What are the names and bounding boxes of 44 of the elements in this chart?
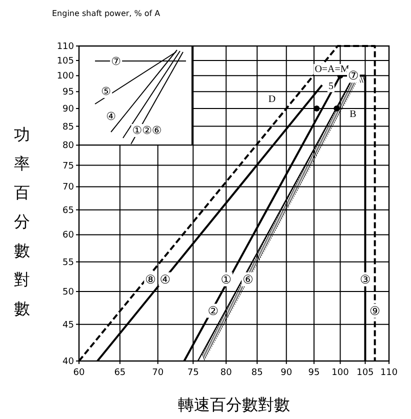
y-tick-label: 65 — [62, 206, 74, 216]
annotation: D — [268, 94, 276, 105]
y-tick-label: 55 — [62, 258, 74, 268]
y-tick-label: 95 — [62, 88, 74, 98]
annotation: 5 — [328, 81, 334, 92]
x-tick-label: 100 — [332, 368, 350, 378]
x-tick-label: 85 — [251, 368, 263, 378]
y-tick-label: 60 — [62, 230, 74, 241]
y-tick-label: 90 — [62, 104, 74, 114]
x-tick-label: 110 — [380, 368, 398, 378]
y-tick-label: 110 — [56, 42, 74, 52]
y-tick-label: 105 — [56, 56, 74, 66]
annotation: ⑥ — [242, 272, 254, 286]
annotation: ④ — [160, 272, 170, 286]
x-axis-title: 轉速百分數對數 — [178, 395, 290, 414]
x-tick-label: 95 — [308, 368, 320, 378]
annotation: ⑤ — [101, 85, 112, 98]
annotation: ①②⑥ — [132, 124, 162, 137]
annotation: B — [350, 109, 357, 120]
x-tick-label: 105 — [356, 368, 374, 378]
annotation: ⑨ — [369, 304, 380, 318]
chart-title: Engine shaft power, % of A — [52, 9, 161, 18]
y-axis-title: 功率百分數對數 — [14, 125, 30, 318]
y-tick-label: 45 — [62, 320, 74, 330]
x-tick-label: 60 — [73, 368, 85, 378]
x-tick-label: 70 — [152, 368, 164, 378]
annotation: ⑦ — [348, 68, 359, 83]
x-tick-label: 80 — [220, 368, 232, 378]
y-tick-label: 50 — [62, 288, 74, 298]
annotation: ③ — [360, 272, 371, 286]
y-tick-label: 70 — [62, 182, 74, 193]
annotation: ① — [220, 272, 232, 286]
annotation: ⑧ — [145, 272, 156, 286]
x-tick-label: 90 — [280, 368, 292, 378]
annotation: ② — [208, 304, 219, 318]
y-tick-label: 40 — [62, 357, 74, 367]
x-tick-label: 75 — [187, 368, 199, 378]
annotation: ⑦ — [111, 55, 122, 68]
y-tick-label: 100 — [56, 72, 74, 82]
y-tick-label: 85 — [62, 122, 74, 132]
x-tick-label: 65 — [114, 368, 126, 378]
y-tick-label: 80 — [62, 141, 74, 152]
y-tick-label: 75 — [62, 161, 74, 172]
annotation: ④ — [106, 110, 116, 123]
